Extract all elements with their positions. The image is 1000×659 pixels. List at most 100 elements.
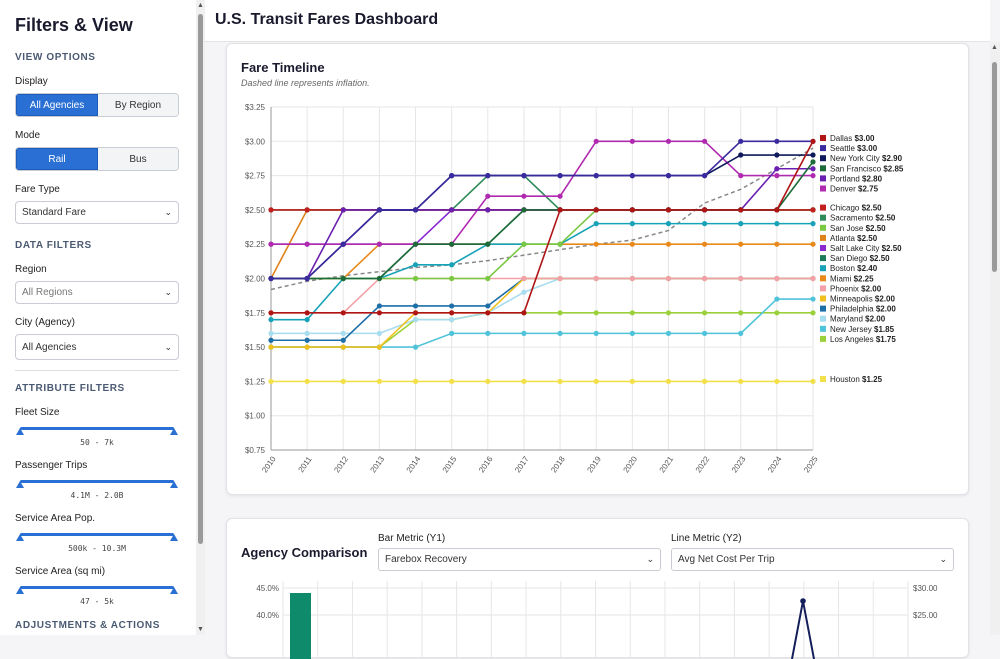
data-point [449, 173, 455, 179]
mode-bus-button[interactable]: Bus [98, 148, 178, 170]
area-slider[interactable] [15, 583, 179, 597]
y-tick-label: $1.50 [245, 343, 266, 352]
city-select[interactable]: All Agencies ⌄ [15, 334, 179, 360]
trips-slider[interactable] [15, 477, 179, 491]
data-point [340, 310, 346, 316]
legend-label: Los Angeles $1.75 [830, 335, 896, 344]
legend-swatch [820, 185, 826, 192]
legend-item: Maryland $2.00 [820, 315, 886, 324]
data-point [557, 310, 563, 316]
legend-label: San Francisco $2.85 [830, 164, 904, 173]
data-point [340, 275, 346, 282]
data-point [412, 275, 419, 282]
line-metric-select[interactable]: Avg Net Cost Per Trip ⌄ [671, 548, 954, 571]
series-new-jersey [268, 296, 816, 350]
data-point [412, 378, 419, 384]
data-point [304, 378, 310, 384]
legend-label: New York City $2.90 [830, 154, 903, 163]
scroll-up-icon[interactable]: ▲ [197, 2, 204, 9]
slider-min-handle[interactable] [16, 428, 24, 435]
chevron-down-icon: ⌄ [939, 554, 947, 564]
data-point [665, 241, 672, 247]
data-point [810, 173, 816, 179]
legend-swatch [820, 315, 826, 322]
y1-tick-label: 45.0% [256, 584, 279, 593]
legend-item: Phoenix $2.00 [820, 284, 882, 293]
data-point [521, 275, 527, 282]
data-point [412, 207, 419, 213]
data-point [268, 378, 274, 384]
display-by-region-button[interactable]: By Region [98, 94, 178, 116]
legend-label: Denver $2.75 [830, 185, 879, 194]
data-point [485, 330, 491, 336]
slider-max-handle[interactable] [170, 481, 178, 488]
data-point [738, 221, 744, 227]
data-point [304, 330, 310, 336]
slider-max-handle[interactable] [170, 428, 178, 435]
timeline-subtitle: Dashed line represents inflation. [241, 78, 370, 88]
data-point [593, 221, 599, 227]
data-point [449, 262, 455, 268]
data-point [810, 241, 816, 247]
slider-min-handle[interactable] [16, 534, 24, 541]
data-point [665, 330, 672, 336]
agency-comparison-card: Agency Comparison Bar Metric (Y1) Farebo… [226, 518, 969, 659]
slider-max-handle[interactable] [170, 587, 178, 594]
sidebar-scrollbar[interactable]: ▲ ▼ [196, 0, 205, 635]
data-point [738, 310, 744, 316]
data-point [738, 330, 744, 336]
data-point [376, 344, 382, 350]
legend-item: Houston $1.25 [820, 375, 883, 384]
legend-item: Boston $2.40 [820, 264, 878, 273]
legend-swatch [820, 145, 826, 152]
data-point [304, 310, 310, 316]
data-point [340, 330, 346, 336]
data-point [702, 378, 708, 384]
data-point [593, 378, 599, 384]
region-select[interactable]: All Regions ⌄ [15, 281, 179, 304]
x-tick-label: 2018 [549, 454, 567, 474]
scrollbar-thumb[interactable] [992, 62, 997, 272]
header-bar [205, 0, 990, 42]
pop-slider[interactable] [15, 530, 179, 544]
legend-value: $2.80 [862, 174, 883, 183]
data-point [485, 378, 491, 384]
data-point [340, 344, 346, 350]
fleet-slider[interactable] [15, 424, 179, 438]
data-point [449, 378, 455, 384]
legend-swatch [820, 204, 826, 211]
data-point [738, 173, 744, 179]
display-all-agencies-button[interactable]: All Agencies [16, 94, 98, 116]
series-line [271, 140, 814, 314]
y-tick-label: $1.75 [245, 309, 266, 318]
scroll-up-icon[interactable]: ▲ [991, 44, 998, 51]
x-tick-label: 2017 [513, 454, 531, 474]
slider-min-handle[interactable] [16, 587, 24, 594]
main-scrollbar[interactable]: ▲ [990, 42, 1000, 635]
data-point [557, 207, 563, 213]
legend-label: Houston $1.25 [830, 375, 883, 384]
data-point [702, 310, 708, 316]
sidebar: Filters & View VIEW OPTIONS Display All … [0, 0, 196, 635]
data-point [665, 221, 672, 227]
data-point [810, 159, 816, 165]
x-tick-label: 2011 [296, 454, 314, 474]
slider-min-handle[interactable] [16, 481, 24, 488]
data-point [593, 173, 599, 179]
x-tick-label: 2020 [621, 454, 639, 474]
data-point [268, 310, 274, 316]
data-point [268, 337, 274, 343]
mode-rail-button[interactable]: Rail [16, 148, 98, 170]
data-point [738, 207, 744, 213]
data-point [629, 241, 635, 247]
scrollbar-thumb[interactable] [198, 14, 203, 544]
scroll-down-icon[interactable]: ▼ [197, 626, 204, 633]
legend-value: $1.75 [876, 335, 897, 344]
fare-type-select[interactable]: Standard Fare ⌄ [15, 201, 179, 224]
data-point [268, 241, 274, 247]
bar-metric-select[interactable]: Farebox Recovery ⌄ [378, 548, 661, 571]
fleet-range: 50 - 7k [80, 438, 114, 447]
data-point [412, 262, 419, 268]
slider-max-handle[interactable] [170, 534, 178, 541]
data-filters-heading: DATA FILTERS [15, 240, 92, 251]
